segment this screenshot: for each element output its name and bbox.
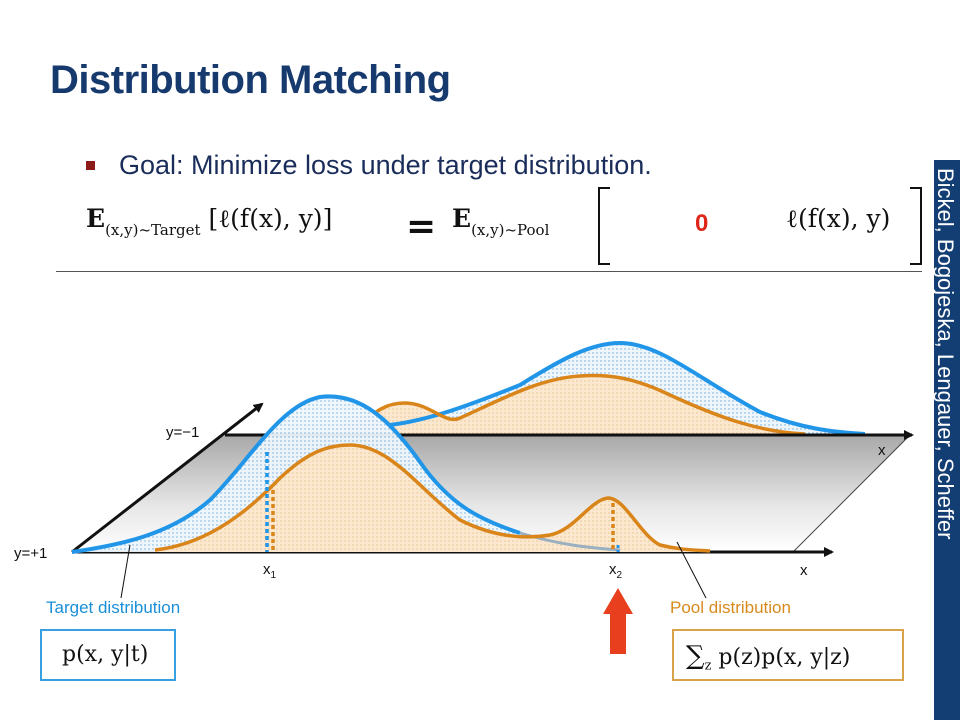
expectation-symbol-rhs: E xyxy=(452,204,472,233)
pool-formula-box: ∑z p(z)p(x, y|z) xyxy=(672,629,904,681)
pool-distribution-back-fill xyxy=(300,375,805,435)
bullet-text: Goal: Minimize loss under target distrib… xyxy=(119,150,652,180)
y-neg-label: y=−1 xyxy=(166,424,200,441)
pool-distribution-label: Pool distribution xyxy=(670,598,791,617)
equals-sign: = xyxy=(406,206,437,247)
x2-subscript: 2 xyxy=(616,570,623,581)
equation-rhs: E(x,y)~Pool xyxy=(452,204,549,239)
loss-term: ℓ(f(x), y) xyxy=(786,204,891,233)
pool-formula: ∑z p(z)p(x, y|z) xyxy=(686,641,850,673)
red-arrow-icon xyxy=(603,588,633,654)
x2-label: x2 xyxy=(609,561,622,581)
authors-sidebar xyxy=(934,160,960,720)
target-pointer-line xyxy=(120,544,131,599)
bracket-right xyxy=(910,187,922,265)
expectation-subscript-rhs: (x,y)~Pool xyxy=(471,221,550,239)
x1-subscript: 1 xyxy=(270,570,277,581)
pool-distribution-back-curve xyxy=(373,373,806,436)
target-distribution-front-curve xyxy=(71,394,521,554)
bullet-square-icon xyxy=(86,161,95,170)
divider-line xyxy=(56,271,922,272)
plane-right-edge xyxy=(792,434,911,553)
target-formula: p(x, y|t) xyxy=(62,642,149,667)
y-axis xyxy=(71,402,264,554)
page-title: Distribution Matching xyxy=(50,58,451,102)
weight-value: 0 xyxy=(695,210,709,237)
y-pos-label: y=+1 xyxy=(14,545,48,562)
x-back-label: x xyxy=(878,442,886,459)
sum-subscript: z xyxy=(704,658,712,674)
expectation-symbol-lhs: E xyxy=(86,204,106,233)
x2-symbol: x xyxy=(609,561,617,578)
authors-text: Bickel, Bogojeska, Lengauer, Scheffer xyxy=(933,168,958,540)
expectation-subscript-lhs: (x,y)~Target xyxy=(105,221,201,239)
pool-distribution-front-curve xyxy=(154,443,711,553)
equation-lhs: E(x,y)~Target [ℓ(f(x), y)] xyxy=(86,204,333,239)
target-distribution-label: Target distribution xyxy=(46,598,181,617)
pool-formula-body: p(z)p(x, y|z) xyxy=(718,645,851,670)
x1-label: x1 xyxy=(263,561,276,581)
x1-symbol: x xyxy=(263,561,271,578)
bracket-left xyxy=(598,187,610,265)
sum-symbol: ∑ xyxy=(686,641,705,671)
x-front-label: x xyxy=(800,562,808,579)
bullet-item: Goal: Minimize loss under target distrib… xyxy=(86,150,652,181)
target-formula-box: p(x, y|t) xyxy=(40,629,176,681)
pool-pointer-line xyxy=(676,541,707,599)
target-distribution-back-curve xyxy=(389,340,866,436)
expectation-body-lhs: [ℓ(f(x), y)] xyxy=(208,204,333,233)
